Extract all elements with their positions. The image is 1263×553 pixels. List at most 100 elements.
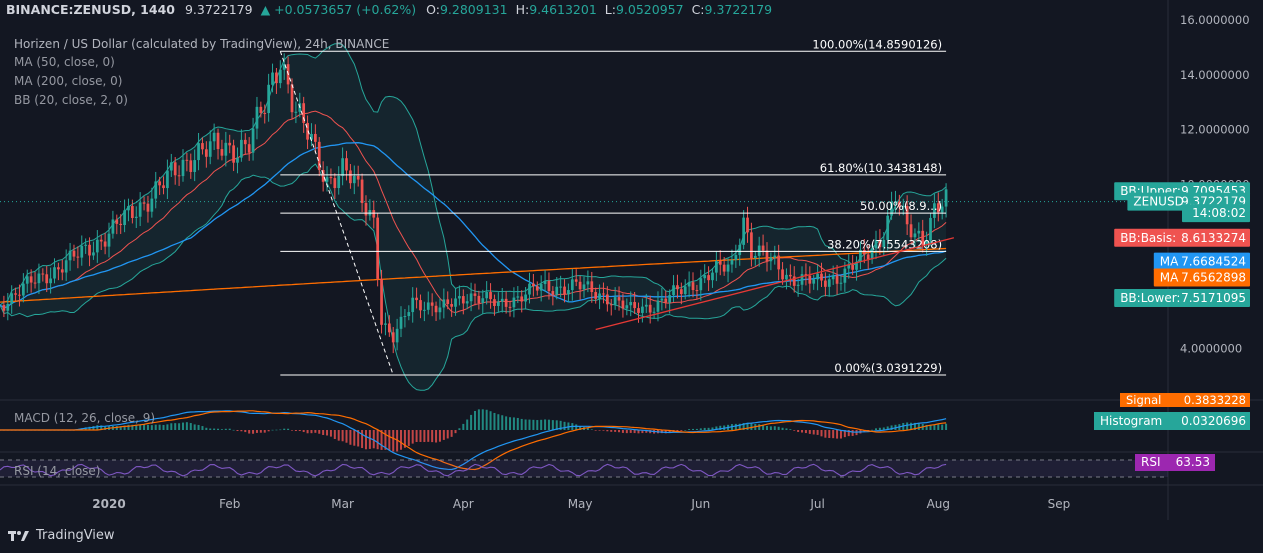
macd-histogram-bar [181,422,184,430]
legend-macd[interactable]: MACD (12, 26, close, 9) [14,411,156,425]
macd-histogram-bar [166,424,169,430]
rsi-tag [1135,454,1215,471]
macd-histogram-bar [158,424,161,430]
candle-body [442,299,446,308]
candle-body [454,298,457,307]
candle-body [407,312,411,317]
macd-histogram-bar [614,430,617,432]
symbol-header: BINANCE:ZENUSD, 1440 9.3722179 ▲ +0.0573… [6,2,772,17]
legend-ma200[interactable]: MA (200, close, 0) [14,74,123,88]
candle-body [500,298,504,302]
price-tag-value: 7.6562898 [1181,270,1246,284]
candle-body [570,279,574,291]
macd-histogram-bar [446,430,449,439]
candle-body [679,289,683,295]
candle-body [746,217,749,233]
macd-histogram-bar [146,424,149,430]
macd-histogram-bar [220,429,223,430]
macd-histogram-bar [804,430,807,434]
price-tag-label: BB:Basis: [1120,231,1176,245]
signal-tag-label: Signal [1126,393,1161,407]
candle-body [788,274,792,277]
candle-body [792,276,796,286]
candle-body [458,296,461,299]
candle-body [88,244,91,256]
macd-histogram-bar [252,430,255,434]
candle-body [578,281,582,290]
legend-ma50[interactable]: MA (50, close, 0) [14,55,115,69]
candle-body [189,160,193,172]
candle-body [820,273,823,281]
macd-histogram-bar [945,423,948,430]
candle-body [769,257,773,262]
candle-body [384,323,387,325]
candle-body [53,267,56,279]
candle-body [921,230,925,245]
candle-body [208,141,212,157]
candle-body [41,273,45,275]
candle-body [92,252,95,256]
candle-body [617,297,621,301]
candle-body [57,267,60,270]
x-tick-label: Mar [331,497,354,511]
candle-body [777,255,781,270]
macd-histogram-bar [139,424,142,430]
macd-histogram-bar [493,412,496,430]
macd-histogram-bar [364,430,367,450]
candle-body [259,106,263,113]
macd-histogram-bar [703,427,706,430]
candle-body [419,300,422,311]
candle-body [796,284,800,286]
macd-histogram-bar [715,426,718,430]
candle-body [240,139,243,158]
candle-body [302,103,306,123]
candle-body [345,158,348,171]
x-tick-label: Jul [809,497,824,511]
legend-rsi[interactable]: RSI (14, close) [14,464,101,478]
candle-body [387,323,391,333]
candle-body [668,295,672,303]
legend-bb[interactable]: BB (20, close, 2, 0) [14,93,128,107]
macd-histogram-bar [302,430,305,433]
macd-line [0,410,947,471]
candle-body [586,281,590,285]
candle-body [127,206,130,211]
macd-histogram-bar [536,420,539,430]
candle-body [734,255,738,260]
macd-histogram-bar [150,425,153,430]
chart-title[interactable]: Horizen / US Dollar (calculated by Tradi… [14,37,390,51]
open-label: O: [426,2,440,17]
macd-histogram-bar [267,430,270,432]
candle-body [609,304,613,306]
candle-body [874,240,878,249]
candle-body [333,178,337,189]
price-tag-value: 7.6684524 [1181,255,1246,269]
candle-body [625,305,629,309]
rsi-band [0,460,1168,477]
macd-histogram-bar [104,426,107,430]
macd-histogram-bar [458,428,461,430]
symbol-name[interactable]: BINANCE:ZENUSD, 1440 [6,2,175,17]
macd-histogram-bar [489,411,492,430]
macd-histogram-bar [610,430,613,432]
macd-histogram-bar [403,430,406,448]
macd-histogram-bar [925,424,928,430]
macd-histogram-bar [217,428,220,430]
candle-body [107,233,111,247]
candle-body [555,286,559,295]
price-tag-label: MA [1160,255,1179,269]
candle-body [162,185,165,189]
candle-body [894,201,897,203]
candle-body [204,149,208,157]
candle-body [637,308,640,313]
candle-body [306,122,309,140]
candle-body [485,292,489,299]
candle-body [605,294,609,305]
candle-body [461,296,465,304]
candle-body [886,215,890,240]
candle-body [901,205,905,208]
macd-histogram-bar [606,430,609,432]
tradingview-brand[interactable]: TradingView [8,528,115,543]
macd-histogram-bar [668,430,671,433]
